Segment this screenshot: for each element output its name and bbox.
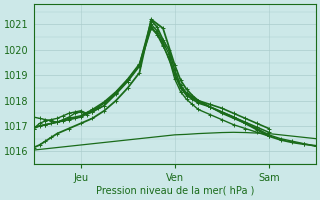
X-axis label: Pression niveau de la mer( hPa ): Pression niveau de la mer( hPa ) — [96, 186, 254, 196]
